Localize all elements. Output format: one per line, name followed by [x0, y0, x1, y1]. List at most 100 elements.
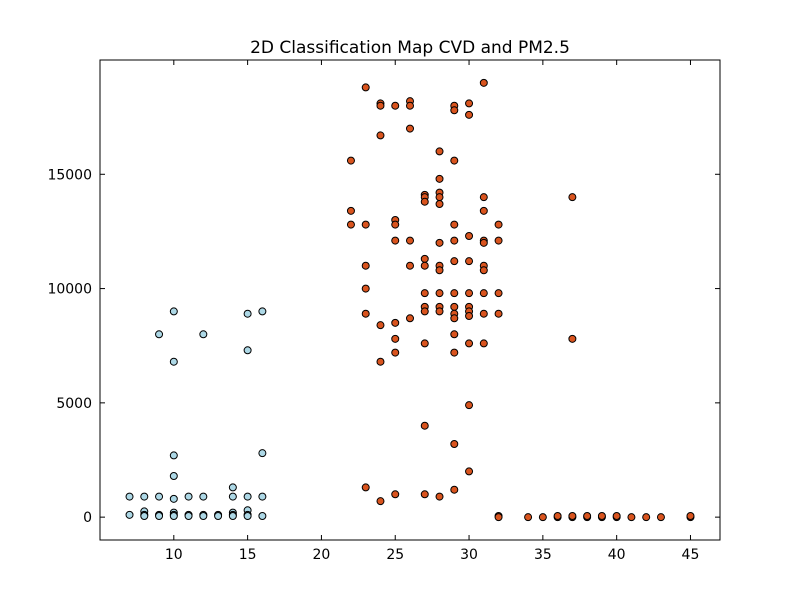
data-point — [140, 492, 149, 501]
data-point — [435, 266, 444, 275]
data-point — [568, 193, 577, 202]
data-point — [686, 512, 695, 520]
data-point — [140, 512, 149, 520]
data-point — [524, 513, 533, 522]
data-point — [169, 512, 178, 520]
data-point — [258, 307, 267, 316]
data-point — [169, 494, 178, 503]
data-point — [243, 346, 252, 355]
x-tick-label: 40 — [608, 547, 626, 563]
data-point — [656, 513, 665, 522]
data-point — [169, 472, 178, 480]
data-point — [450, 485, 459, 494]
y-tick-label: 0 — [83, 510, 92, 526]
data-point — [568, 512, 577, 520]
data-point — [228, 512, 237, 520]
x-tick-label: 20 — [313, 547, 331, 563]
data-point — [346, 206, 355, 215]
data-point — [199, 512, 208, 520]
data-point — [376, 101, 385, 110]
data-point — [494, 289, 503, 298]
chart-title: 2D Classification Map CVD and PM2.5 — [250, 38, 570, 58]
data-point — [391, 348, 400, 357]
data-point — [479, 206, 488, 215]
data-point — [435, 147, 444, 156]
data-point — [155, 492, 164, 501]
data-points — [125, 78, 695, 522]
data-point — [465, 312, 474, 320]
data-point — [465, 339, 474, 348]
data-point — [420, 197, 429, 206]
data-point — [155, 330, 164, 339]
data-point — [391, 101, 400, 110]
data-point — [243, 512, 252, 520]
data-point — [479, 238, 488, 247]
data-point — [184, 512, 193, 520]
x-tick-label: 15 — [239, 547, 257, 563]
data-point — [406, 261, 414, 270]
data-point — [450, 302, 459, 311]
data-point — [435, 193, 444, 202]
data-point — [420, 261, 429, 270]
data-point — [420, 421, 429, 430]
x-tick-label: 35 — [534, 547, 552, 563]
data-point — [538, 513, 547, 522]
data-point — [435, 492, 444, 501]
data-point — [465, 257, 474, 266]
data-point — [450, 156, 459, 165]
y-tick-label: 15000 — [47, 167, 92, 183]
data-point — [346, 220, 355, 229]
data-point — [465, 99, 474, 108]
data-point — [406, 101, 414, 110]
data-point — [435, 200, 444, 208]
data-point — [494, 236, 503, 245]
data-point — [376, 131, 385, 140]
data-point — [258, 512, 267, 520]
data-point — [361, 309, 370, 318]
data-point — [169, 307, 178, 316]
data-point — [435, 174, 444, 183]
x-tick-label: 10 — [165, 547, 183, 563]
data-point — [391, 490, 400, 499]
data-point — [406, 236, 414, 245]
data-point — [258, 492, 267, 501]
x-tick-label: 30 — [460, 547, 478, 563]
data-point — [243, 309, 252, 318]
data-point — [553, 512, 562, 520]
data-point — [199, 330, 208, 339]
data-point — [361, 83, 370, 92]
x-tick-label: 45 — [682, 547, 700, 563]
data-point — [450, 440, 459, 448]
data-point — [465, 232, 474, 240]
data-point — [568, 334, 577, 343]
data-point — [420, 254, 429, 263]
data-point — [479, 309, 488, 318]
data-point — [125, 492, 134, 501]
data-point — [465, 110, 474, 119]
data-point — [243, 492, 252, 501]
data-point — [258, 449, 267, 458]
data-point — [450, 330, 459, 339]
data-point — [465, 467, 474, 476]
data-point — [376, 497, 385, 506]
data-point — [494, 513, 503, 522]
data-point — [612, 512, 621, 520]
data-point — [125, 510, 134, 519]
data-point — [597, 512, 606, 520]
data-point — [642, 513, 651, 522]
y-tick-label: 10000 — [47, 282, 92, 298]
data-point — [450, 348, 459, 357]
data-point — [450, 257, 459, 266]
data-point — [391, 334, 400, 343]
data-point — [435, 238, 444, 247]
x-tick-label: 25 — [386, 547, 404, 563]
data-point — [627, 513, 636, 522]
data-point — [376, 357, 385, 366]
data-point — [406, 314, 414, 323]
data-point — [420, 289, 429, 298]
data-point — [465, 289, 474, 298]
data-point — [420, 339, 429, 348]
data-point — [155, 512, 164, 520]
y-tick-label: 5000 — [56, 396, 92, 412]
